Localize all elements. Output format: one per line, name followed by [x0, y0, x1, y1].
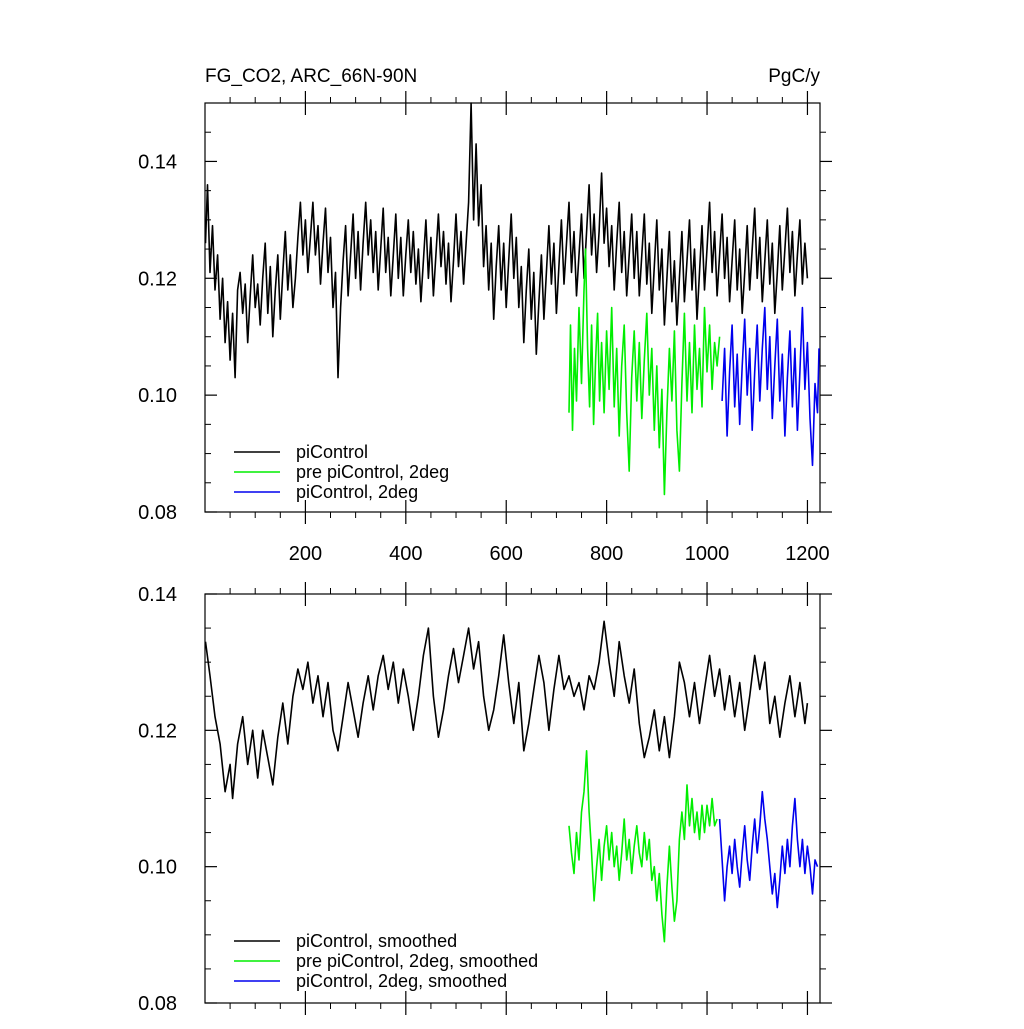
- y-tick-label: 0.10: [138, 385, 177, 407]
- legend-label: pre piControl, 2deg, smoothed: [296, 951, 538, 971]
- legend-label: piControl, 2deg: [296, 482, 418, 502]
- x-tick-label: 1200: [785, 543, 830, 565]
- legend-label: piControl: [296, 442, 368, 462]
- x-tick-label: 800: [590, 543, 623, 565]
- series-line-1: [204, 102, 809, 379]
- y-tick-label: 0.08: [138, 993, 177, 1015]
- x-tick-label: 600: [490, 543, 523, 565]
- y-tick-label: 0.14: [138, 584, 177, 606]
- title-left: FG_CO2, ARC_66N-90N: [205, 66, 417, 87]
- y-tick-label: 0.14: [138, 151, 177, 173]
- legend-label: piControl, smoothed: [296, 931, 457, 951]
- bottom-series: [204, 620, 819, 943]
- x-tick-label: 1000: [685, 543, 730, 565]
- y-tick-label: 0.12: [138, 720, 177, 742]
- legend-label: piControl, 2deg, smoothed: [296, 971, 507, 991]
- bottom-y-tick-labels: 0.08 0.10 0.12 0.14: [138, 584, 177, 1015]
- series-line-3: [718, 790, 819, 909]
- series-line-1: [204, 620, 809, 800]
- top-series: [204, 102, 820, 496]
- series-line-3: [721, 306, 820, 467]
- series-line-2: [568, 750, 718, 943]
- series-line-2: [568, 248, 721, 496]
- bottom-panel: 0.08 0.10 0.12 0.14 piControl, smoothedpre …: [138, 582, 832, 1015]
- top-y-tick-labels: 0.08 0.10 0.12 0.14: [138, 151, 177, 524]
- title-right: PgC/y: [768, 66, 820, 87]
- y-tick-label: 0.10: [138, 857, 177, 879]
- y-tick-label: 0.08: [138, 502, 177, 524]
- top-panel: FG_CO2, ARC_66N-90N PgC/y 0.080.100.120.…: [138, 66, 832, 565]
- x-tick-label: 400: [389, 543, 422, 565]
- x-tick-label: 200: [289, 543, 322, 565]
- top-x-tick-labels: 200 400 600 800 1000 1200: [289, 543, 830, 565]
- top-axis-ticks: [205, 91, 832, 524]
- y-tick-label: 0.12: [138, 268, 177, 290]
- bottom-axis-ticks: [205, 582, 832, 1015]
- legend-label: pre piControl, 2deg: [296, 462, 449, 482]
